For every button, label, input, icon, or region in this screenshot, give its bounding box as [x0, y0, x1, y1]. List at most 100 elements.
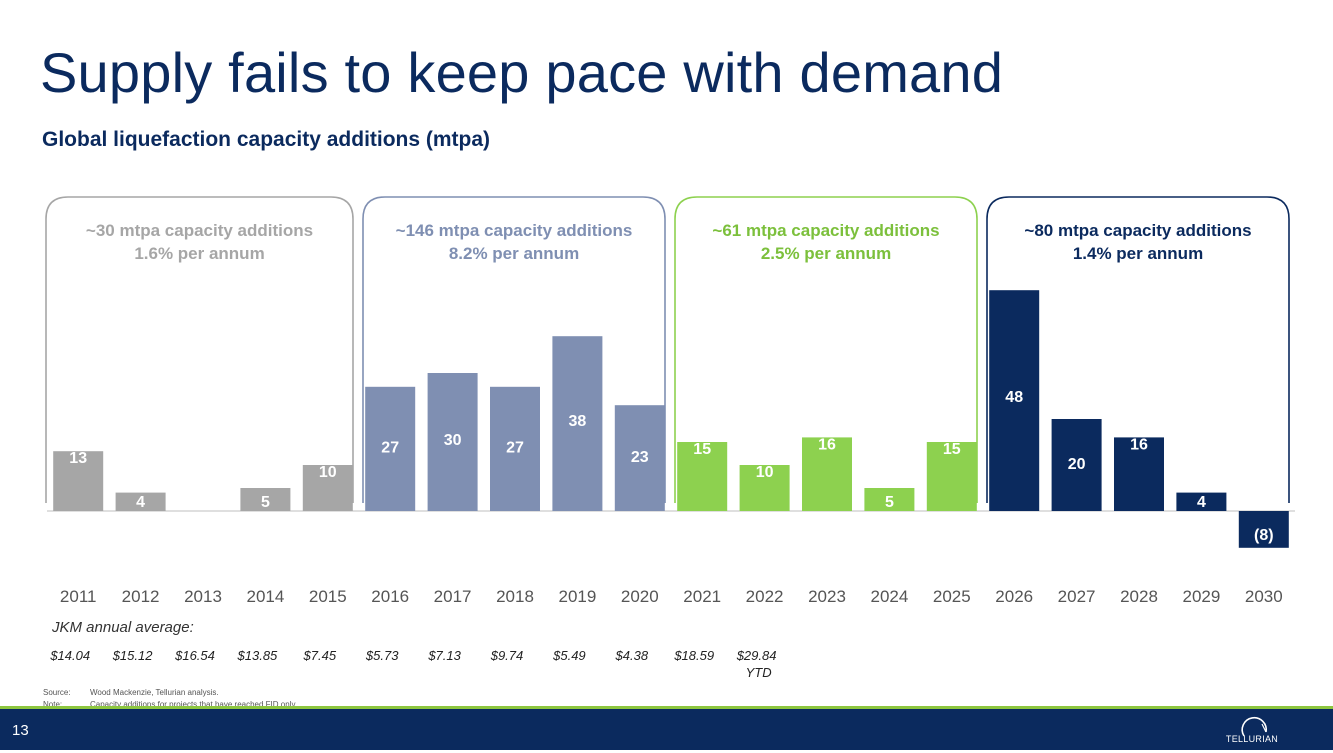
group-bracket-1	[45, 196, 354, 503]
x-tick-2012: 2012	[122, 587, 160, 606]
bar-label-2021: 15	[693, 441, 711, 458]
group-rate-4: 1.4% per annum	[1073, 244, 1203, 263]
bar-label-2012: 4	[136, 494, 145, 511]
x-tick-2025: 2025	[933, 587, 971, 606]
jkm-price-2013: $16.54	[174, 648, 215, 663]
jkm-price-2012: $15.12	[112, 648, 154, 663]
x-tick-2023: 2023	[808, 587, 846, 606]
note-label: Note:	[43, 700, 63, 709]
footer-bar	[0, 709, 1333, 750]
bar-2024	[864, 488, 915, 511]
group-label-bg-1	[77, 219, 322, 241]
x-tick-2011: 2011	[60, 587, 97, 606]
jkm-price-2016: $5.73	[365, 648, 399, 663]
jkm-price-2021: $18.59	[673, 648, 714, 663]
x-tick-2021: 2021	[683, 587, 721, 606]
bar-label-2025: 15	[943, 441, 961, 458]
bar-2018	[490, 386, 540, 511]
tellurian-logo: TELLURIAN	[1222, 714, 1282, 748]
group-bracket-4	[986, 196, 1290, 503]
jkm-price-2020: $4.38	[615, 648, 649, 663]
bar-label-2027: 20	[1068, 456, 1086, 473]
bar-label-2011: 13	[69, 450, 87, 467]
x-tick-2014: 2014	[246, 587, 284, 606]
bar-2015	[302, 465, 353, 511]
bar-2026	[989, 290, 1040, 511]
x-tick-2020: 2020	[621, 587, 659, 606]
bar-2025	[926, 442, 977, 511]
group-bracket-3	[674, 196, 978, 503]
group-label-1: ~30 mtpa capacity additions	[86, 221, 313, 240]
group-bracket-2	[362, 196, 666, 503]
bar-2030	[1238, 511, 1289, 548]
x-tick-2013: 2013	[184, 587, 222, 606]
capacity-chart: ~30 mtpa capacity additions 1.6% per annu…	[45, 196, 1295, 680]
group-label-4: ~80 mtpa capacity additions	[1024, 221, 1251, 240]
bar-label-2026: 48	[1005, 389, 1023, 406]
bar-2019	[552, 336, 603, 511]
logo-arc-icon	[1241, 716, 1268, 737]
x-tick-2024: 2024	[870, 587, 908, 606]
bar-label-2030: (8)	[1254, 527, 1274, 544]
source-note: Source: Wood Mackenzie, Tellurian analysi…	[43, 687, 297, 699]
x-tick-2029: 2029	[1182, 587, 1220, 606]
chart-subtitle: Global liquefaction capacity additions (…	[42, 128, 491, 151]
page-number: 13	[12, 722, 29, 739]
bar-2017	[427, 373, 478, 511]
x-tick-2017: 2017	[434, 587, 472, 606]
bar-2027	[1051, 419, 1102, 511]
jkm-price-2017: $7.13	[427, 648, 461, 663]
bar-2020	[614, 405, 665, 511]
jkm-price-2014: $13.85	[237, 648, 279, 663]
bar-2011	[53, 451, 104, 511]
x-tick-2028: 2028	[1120, 587, 1158, 606]
logo-text: TELLURIAN	[1225, 734, 1279, 744]
group-label-bg-2	[387, 219, 641, 241]
jkm-price-2015: $7.45	[303, 648, 337, 663]
jkm-price-2019: $5.49	[552, 648, 586, 663]
bar-2022	[739, 465, 790, 511]
group-label-bg-3	[703, 219, 949, 241]
x-tick-2026: 2026	[995, 587, 1033, 606]
footer-accent-line	[0, 706, 1333, 709]
group-label-3: ~61 mtpa capacity additions	[712, 221, 939, 240]
x-tick-2019: 2019	[558, 587, 596, 606]
bar-label-2022: 10	[756, 464, 774, 481]
x-tick-2016: 2016	[371, 587, 409, 606]
source-text: Wood Mackenzie, Tellurian analysis.	[90, 688, 219, 697]
footnotes: Source: Wood Mackenzie, Tellurian analysi…	[43, 687, 297, 711]
group-rate-2: 8.2% per annum	[449, 244, 579, 263]
bar-label-2020: 23	[631, 449, 649, 466]
jkm-label: JKM annual average:	[51, 619, 194, 636]
x-tick-2022: 2022	[746, 587, 784, 606]
bar-label-2015: 10	[319, 464, 337, 481]
source-label: Source:	[43, 688, 71, 697]
bar-label-2017: 30	[444, 432, 462, 449]
bar-2028	[1114, 437, 1164, 511]
jkm-note-2022: YTD	[746, 665, 772, 680]
bar-label-2018: 27	[506, 439, 524, 456]
x-tick-2018: 2018	[496, 587, 534, 606]
jkm-price-2011: $14.04	[49, 648, 90, 663]
note-text: Capacity additions for projects that hav…	[90, 700, 298, 709]
bar-2023	[802, 437, 852, 511]
group-label-2: ~146 mtpa capacity additions	[396, 221, 633, 240]
jkm-price-2018: $9.74	[490, 648, 524, 663]
slide-title: Supply fails to keep pace with demand	[40, 41, 1004, 104]
group-rate-3: 2.5% per annum	[761, 244, 891, 263]
group-label-bg-4	[1015, 219, 1261, 241]
note-row: Note: Capacity additions for projects tha…	[43, 699, 297, 711]
bar-2021	[677, 442, 728, 511]
bar-2016	[365, 386, 416, 511]
bar-label-2016: 27	[381, 439, 399, 456]
x-tick-2015: 2015	[309, 587, 347, 606]
bar-2012	[115, 492, 166, 511]
bar-label-2014: 5	[261, 494, 270, 511]
bar-label-2029: 4	[1197, 494, 1206, 511]
group-rate-1: 1.6% per annum	[134, 244, 264, 263]
bar-2029	[1176, 492, 1227, 511]
bar-label-2019: 38	[569, 413, 587, 430]
x-tick-2027: 2027	[1058, 587, 1096, 606]
bar-label-2028: 16	[1130, 436, 1148, 453]
bar-label-2024: 5	[885, 494, 894, 511]
